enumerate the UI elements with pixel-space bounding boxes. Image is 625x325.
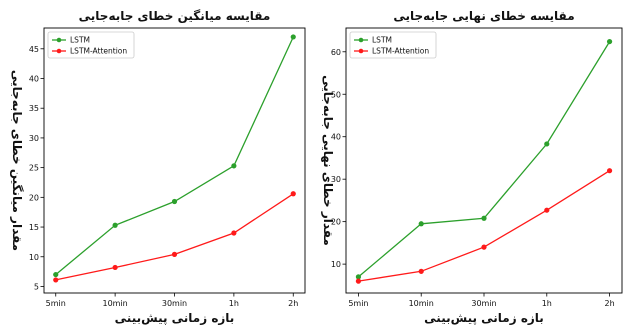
chart-mean-displacement-error: مقایسه میانگین خطای جابه‌جایی بازه زمانی … xyxy=(10,9,306,325)
data-point xyxy=(112,264,118,271)
x-axis-label: بازه زمانی پیش‌بینی xyxy=(424,311,544,325)
x-tick-label: 10min xyxy=(409,299,434,308)
plot-frame xyxy=(345,27,623,294)
x-tick-label: 5min xyxy=(46,299,66,308)
data-point xyxy=(544,207,550,213)
data-point xyxy=(418,221,424,227)
data-point xyxy=(231,163,237,169)
y-tick-label: 40 xyxy=(29,75,39,84)
y-tick-label: 60 xyxy=(331,48,341,57)
y-tick-label: 30 xyxy=(29,134,39,143)
legend-entry: LSTM xyxy=(70,36,90,45)
y-axis-label: مقدار میانگین خطای جابه‌جایی xyxy=(10,70,24,251)
data-point xyxy=(355,274,362,280)
data-point xyxy=(606,168,613,174)
data-point xyxy=(481,215,487,221)
y-tick-label: 25 xyxy=(29,164,39,173)
y-tick-label: 15 xyxy=(29,223,39,232)
data-point xyxy=(290,191,296,197)
data-point xyxy=(355,278,362,284)
x-tick-label: 2h xyxy=(604,299,614,308)
y-tick-label: 20 xyxy=(29,193,39,202)
y-tick-label: 10 xyxy=(29,253,39,262)
x-tick-label: 30min xyxy=(162,299,187,308)
legend-entry: LSTM-Attention xyxy=(70,47,127,56)
legend xyxy=(47,31,135,59)
series-line-lstm xyxy=(55,36,294,276)
y-tick-label: 40 xyxy=(331,133,341,142)
data-point xyxy=(171,251,178,257)
data-point xyxy=(53,277,59,283)
data-point xyxy=(606,38,613,45)
data-point xyxy=(231,230,237,236)
data-point xyxy=(53,271,59,278)
x-tick-label: 5min xyxy=(348,299,368,308)
x-axis-label: بازه زمانی پیش‌بینی xyxy=(115,311,235,325)
x-tick-label: 1h xyxy=(542,299,552,308)
data-point xyxy=(418,268,424,274)
x-tick-label: 30min xyxy=(471,299,496,308)
y-tick-label: 10 xyxy=(331,260,341,269)
y-tick-label: 45 xyxy=(29,45,39,54)
y-axis-label: مقدار خطای نهایی جابه‌جایی xyxy=(321,75,335,246)
data-point xyxy=(544,141,550,147)
series-line-lstm-attention xyxy=(358,170,610,282)
chart-title: مقایسه میانگین خطای جابه‌جایی xyxy=(79,9,271,23)
data-point xyxy=(171,198,178,205)
data-point xyxy=(112,222,118,228)
legend xyxy=(349,31,437,59)
legend-swatch-marker xyxy=(56,37,62,43)
data-point xyxy=(481,244,487,250)
y-tick-label: 50 xyxy=(331,90,341,99)
y-tick-label: 20 xyxy=(331,218,341,227)
data-point xyxy=(290,34,296,40)
y-tick-label: 5 xyxy=(34,282,39,291)
x-tick-label: 1h xyxy=(229,299,239,308)
legend-entry: LSTM xyxy=(372,36,392,45)
series-line-lstm-attention xyxy=(55,193,294,281)
legend-swatch-marker xyxy=(56,48,62,54)
legend-swatch-marker xyxy=(358,37,364,43)
chart-final-displacement-error: مقایسه خطای نهایی جابه‌جایی بازه زمانی پی… xyxy=(321,9,623,325)
x-tick-label: 10min xyxy=(102,299,127,308)
legend-swatch-marker xyxy=(358,48,364,54)
series-line-lstm xyxy=(357,41,611,278)
y-tick-label: 30 xyxy=(331,175,341,184)
legend-entry: LSTM-Attention xyxy=(372,47,429,56)
y-tick-label: 35 xyxy=(29,104,39,113)
chart-title: مقایسه خطای نهایی جابه‌جایی xyxy=(393,9,574,23)
x-tick-label: 2h xyxy=(288,299,298,308)
